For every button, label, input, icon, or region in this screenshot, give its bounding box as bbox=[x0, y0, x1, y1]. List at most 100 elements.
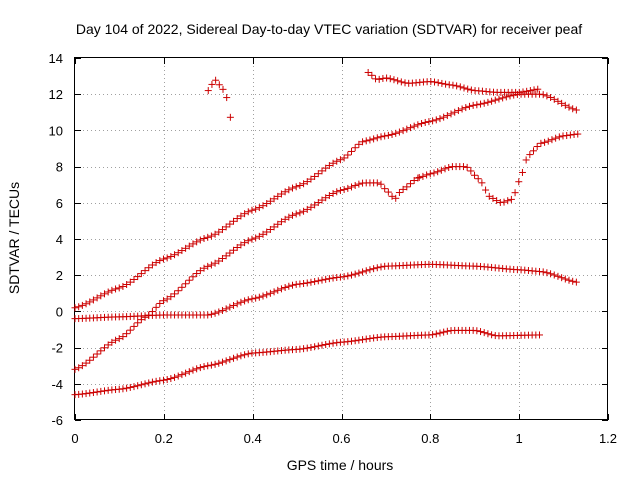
data-point bbox=[244, 237, 252, 245]
data-point bbox=[230, 217, 238, 225]
data-point bbox=[477, 328, 485, 336]
data-point bbox=[211, 360, 219, 368]
data-point bbox=[541, 138, 549, 146]
data-point bbox=[226, 303, 234, 311]
data-point bbox=[329, 159, 337, 167]
data-point bbox=[410, 122, 418, 130]
data-point bbox=[226, 249, 234, 257]
data-point bbox=[522, 156, 530, 164]
data-point bbox=[366, 136, 374, 144]
data-point bbox=[322, 275, 330, 283]
data-point bbox=[473, 327, 481, 335]
data-point bbox=[207, 232, 215, 240]
data-point bbox=[241, 210, 249, 218]
data-point bbox=[104, 288, 112, 296]
data-point bbox=[530, 147, 538, 155]
data-point bbox=[482, 186, 490, 194]
data-point bbox=[222, 357, 230, 365]
data-point bbox=[377, 133, 385, 141]
data-point bbox=[344, 151, 352, 159]
data-point bbox=[303, 279, 311, 287]
data-point bbox=[325, 191, 333, 199]
data-point bbox=[421, 118, 429, 126]
data-point bbox=[277, 218, 285, 226]
data-point bbox=[156, 257, 164, 265]
data-point bbox=[237, 212, 245, 220]
data-point bbox=[429, 331, 437, 339]
data-point bbox=[344, 184, 352, 192]
data-point bbox=[207, 310, 215, 318]
data-point bbox=[375, 75, 383, 83]
data-point bbox=[351, 270, 359, 278]
data-point bbox=[189, 273, 197, 281]
data-point bbox=[204, 233, 212, 241]
data-point bbox=[550, 271, 558, 279]
data-point bbox=[252, 294, 260, 302]
data-point bbox=[555, 133, 563, 141]
data-point bbox=[406, 180, 414, 188]
data-point bbox=[336, 156, 344, 164]
data-point bbox=[558, 99, 566, 107]
data-point bbox=[152, 377, 160, 385]
data-point bbox=[126, 278, 134, 286]
data-point bbox=[388, 130, 396, 138]
series-satellite-5 bbox=[204, 76, 234, 121]
data-point bbox=[318, 276, 326, 284]
series-satellite-3 bbox=[71, 260, 580, 323]
data-point bbox=[303, 205, 311, 213]
data-point bbox=[119, 282, 127, 290]
data-point bbox=[215, 81, 223, 89]
data-point bbox=[277, 190, 285, 198]
data-point bbox=[207, 261, 215, 269]
data-point bbox=[259, 292, 267, 300]
data-point bbox=[410, 177, 418, 185]
data-point bbox=[281, 188, 289, 196]
data-point bbox=[156, 299, 164, 307]
data-point bbox=[436, 329, 444, 337]
data-point bbox=[340, 273, 348, 281]
data-point bbox=[174, 372, 182, 380]
data-point bbox=[432, 116, 440, 124]
data-point bbox=[259, 230, 267, 238]
data-point bbox=[565, 103, 573, 111]
data-point bbox=[392, 194, 400, 202]
x-tick-label: 0.2 bbox=[155, 431, 173, 446]
data-point bbox=[255, 293, 263, 301]
data-point bbox=[112, 336, 120, 344]
data-point bbox=[134, 273, 142, 281]
data-point bbox=[86, 389, 94, 397]
data-point bbox=[189, 366, 197, 374]
data-point bbox=[572, 278, 580, 286]
data-point bbox=[233, 244, 241, 252]
data-point bbox=[347, 147, 355, 155]
data-point bbox=[100, 344, 108, 352]
data-point bbox=[145, 264, 153, 272]
data-point bbox=[226, 220, 234, 228]
data-point bbox=[395, 189, 403, 197]
data-point bbox=[329, 339, 337, 347]
data-point bbox=[93, 388, 101, 396]
data-point bbox=[489, 194, 497, 202]
data-point bbox=[399, 185, 407, 193]
data-point bbox=[554, 272, 562, 280]
data-point bbox=[148, 378, 156, 386]
data-point bbox=[333, 157, 341, 165]
data-point bbox=[292, 183, 300, 191]
data-point bbox=[399, 127, 407, 135]
data-point bbox=[289, 211, 297, 219]
data-point bbox=[171, 373, 179, 381]
data-point bbox=[543, 269, 551, 277]
data-point bbox=[329, 274, 337, 282]
data-point bbox=[563, 132, 571, 140]
data-point bbox=[270, 288, 278, 296]
data-point bbox=[196, 236, 204, 244]
data-point bbox=[432, 330, 440, 338]
data-point bbox=[134, 382, 142, 390]
data-point bbox=[325, 162, 333, 170]
data-point bbox=[442, 80, 450, 88]
data-point bbox=[533, 143, 541, 151]
data-point bbox=[366, 335, 374, 343]
data-point bbox=[566, 131, 574, 139]
data-point bbox=[182, 280, 190, 288]
data-point bbox=[366, 266, 374, 274]
